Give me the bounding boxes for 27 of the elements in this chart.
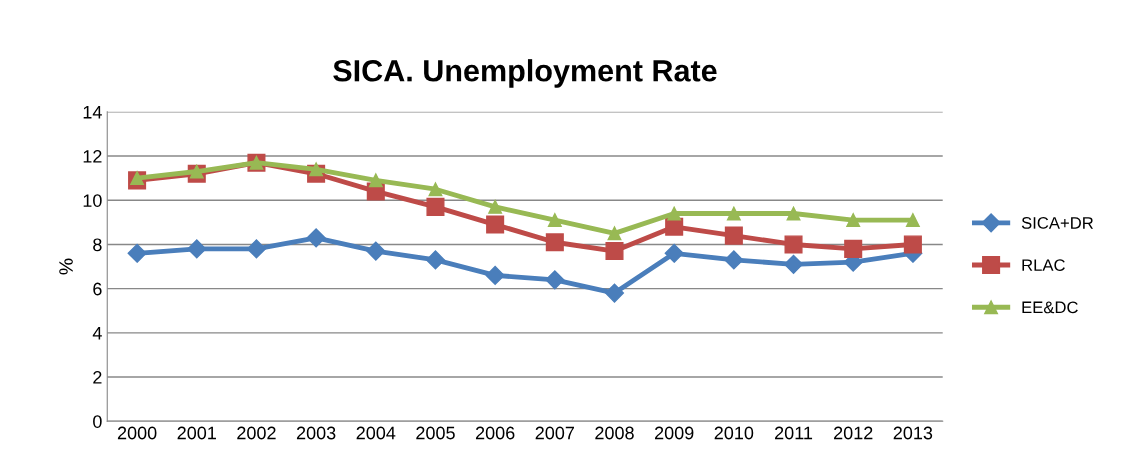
- y-axis-title: %: [59, 258, 73, 275]
- x-tick-label: 2003: [296, 426, 336, 440]
- x-tick-label: 2013: [893, 426, 933, 440]
- x-tick-label: 2002: [237, 426, 276, 440]
- x-tick-label: 2005: [416, 426, 455, 440]
- x-tick-label: 2004: [356, 426, 396, 440]
- x-tick-label: 2000: [117, 426, 157, 440]
- y-tick-label: 8: [93, 238, 102, 252]
- x-tick-label: 2011: [775, 426, 813, 440]
- legend-label: RLAC: [1022, 259, 1065, 272]
- chart-title: SICA. Unemployment Rate: [333, 59, 717, 88]
- y-tick-label: 4: [92, 326, 102, 340]
- y-tick-label: 0: [93, 415, 102, 428]
- x-tick-label: 2012: [834, 426, 873, 440]
- x-tick-label: 2009: [655, 426, 694, 440]
- y-tick-label: 14: [83, 105, 102, 119]
- legend-label: SICA+DR: [1021, 217, 1094, 229]
- x-tick-label: 2008: [595, 426, 634, 440]
- x-tick-label: 2007: [535, 426, 574, 440]
- y-tick-label: 12: [83, 149, 102, 163]
- x-tick-label: 2001: [177, 426, 216, 440]
- legend-label: EE&DC: [1022, 301, 1078, 314]
- y-tick-label: 6: [93, 282, 102, 296]
- x-tick-label: 2006: [475, 426, 515, 440]
- y-tick-label: 10: [83, 194, 102, 207]
- y-tick-label: 2: [93, 370, 102, 384]
- x-tick-label: 2010: [714, 426, 754, 440]
